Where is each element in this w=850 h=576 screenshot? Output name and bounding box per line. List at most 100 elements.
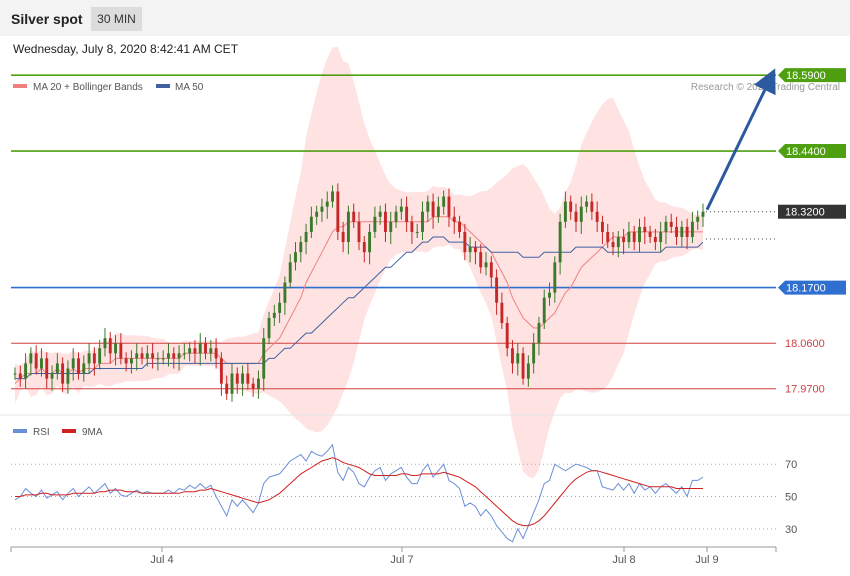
candle [177, 345, 181, 371]
candle [622, 228, 626, 255]
candle [579, 196, 583, 234]
candle [331, 185, 334, 208]
candle [558, 213, 562, 275]
candle [638, 218, 641, 253]
candle [532, 333, 536, 374]
candle [167, 343, 170, 367]
candle [378, 205, 382, 225]
candle [632, 225, 636, 251]
resistance-level-box [778, 68, 846, 83]
support-level-label: 18.1700 [786, 283, 826, 295]
candle [500, 292, 504, 330]
candle [45, 352, 49, 389]
candle [675, 216, 678, 246]
candle [151, 343, 155, 369]
candle [680, 220, 684, 248]
candle [13, 367, 17, 380]
candle [40, 348, 43, 377]
candle [50, 365, 54, 391]
candle [82, 355, 86, 382]
candle [241, 365, 245, 396]
candle [225, 375, 229, 400]
candle [103, 328, 107, 357]
candle [521, 347, 525, 385]
candle [685, 218, 689, 250]
candle [140, 347, 144, 365]
candle [468, 237, 472, 263]
candle [537, 316, 541, 356]
candle [690, 211, 694, 244]
candle [479, 244, 483, 274]
rsi-line [14, 443, 704, 543]
candle [611, 231, 615, 256]
candle [553, 256, 557, 303]
candle [251, 377, 255, 397]
ma50-legend-swatch [156, 84, 170, 88]
candle [399, 198, 403, 220]
candle [569, 195, 573, 220]
ma9-legend-label: 9MA [82, 427, 103, 438]
candle [669, 213, 673, 233]
candle [505, 316, 509, 357]
time-tick-label: Jul 4 [150, 554, 173, 566]
candle [262, 328, 266, 391]
candle [336, 183, 340, 241]
candle [193, 340, 197, 364]
rsi-tick-label: 70 [785, 459, 797, 471]
ma9-legend-swatch [62, 429, 76, 433]
ma20-legend-swatch [13, 84, 27, 88]
candle [145, 345, 149, 367]
candle [563, 191, 567, 228]
candle [278, 292, 282, 323]
candle [29, 347, 33, 376]
candle [341, 221, 345, 253]
candle [362, 235, 366, 263]
candle [98, 340, 102, 370]
candle [92, 347, 96, 376]
candle [156, 352, 160, 371]
candle [616, 230, 620, 258]
candle [585, 195, 589, 213]
candle [198, 333, 202, 366]
candle [463, 223, 467, 261]
rsi-tick-label: 30 [785, 524, 797, 536]
candle [389, 211, 393, 245]
candle [595, 201, 599, 232]
candle [542, 289, 546, 330]
candle [346, 205, 350, 255]
candle [394, 205, 398, 228]
candle [648, 225, 652, 244]
candle [161, 350, 165, 365]
timeframe-badge[interactable]: 30 MIN [91, 7, 142, 31]
candle [61, 357, 65, 392]
candle [495, 269, 499, 315]
candle [309, 206, 313, 239]
candle [135, 343, 139, 371]
ma20-legend-label: MA 20 + Bollinger Bands [33, 82, 143, 93]
candle [87, 343, 91, 374]
candle [209, 340, 213, 362]
candle [246, 363, 250, 390]
current-price-label: 18.3200 [785, 207, 825, 219]
candle [230, 363, 234, 402]
candle [66, 360, 70, 394]
candle [294, 242, 297, 271]
candle [516, 343, 520, 376]
rsi-legend-label: RSI [33, 427, 50, 438]
candle [447, 188, 451, 227]
candle [283, 276, 287, 315]
candle [696, 210, 700, 230]
chart-header: Silver spot 30 MIN [0, 0, 850, 36]
rsi-legend-swatch [13, 429, 27, 433]
instrument-title: Silver spot [11, 11, 83, 27]
candle [267, 311, 271, 345]
candle [526, 355, 530, 387]
candle [484, 252, 488, 276]
candle [172, 347, 176, 369]
candle [601, 215, 604, 245]
time-tick-label: Jul 7 [390, 554, 413, 566]
support-level-box [778, 280, 846, 295]
candle [426, 195, 430, 222]
candle [219, 352, 223, 396]
rsi-tick-label: 50 [785, 492, 797, 504]
